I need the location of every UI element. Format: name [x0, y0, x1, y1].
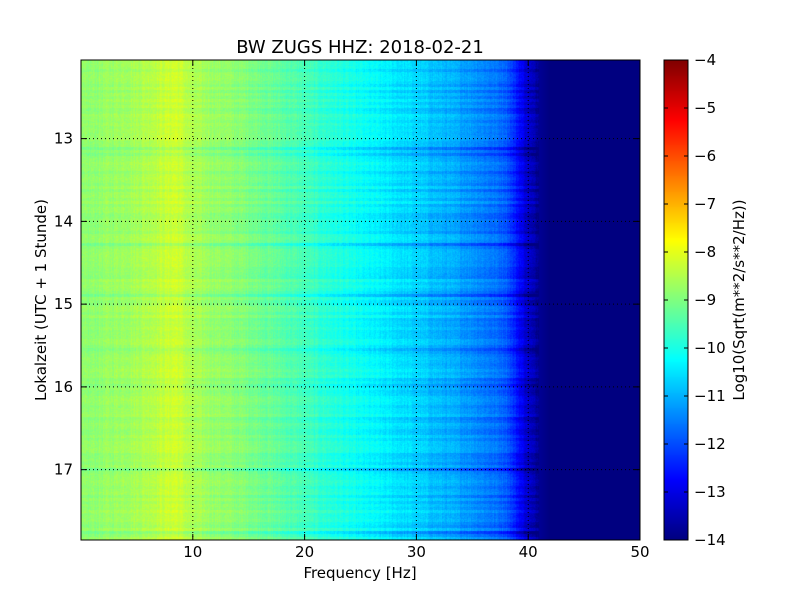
- colorbar-tick-label: −4: [694, 51, 716, 69]
- x-axis-ticks: 10 20 30 40 50: [183, 60, 650, 561]
- colorbar-tick-label: −11: [694, 387, 726, 405]
- colorbar-tick-label: −13: [694, 483, 726, 501]
- colorbar-tick-label: −7: [694, 195, 716, 213]
- y-tick-label: 13: [54, 130, 73, 148]
- spectrogram-heatmap: [81, 60, 640, 540]
- grid-lines: [81, 60, 640, 540]
- colorbar-tick-label: −8: [694, 243, 716, 261]
- y-tick-label: 16: [54, 378, 73, 396]
- x-tick-label: 10: [183, 543, 202, 561]
- y-axis-ticks: 13 14 15 16 17: [54, 130, 640, 479]
- colorbar-label: Log10(Sqrt(m**2/s**2/Hz)): [730, 199, 748, 400]
- colorbar-tick-label: −6: [694, 147, 716, 165]
- colorbar-tick-label: −5: [694, 99, 716, 117]
- plot-frame: [80, 59, 641, 541]
- x-tick-label: 20: [295, 543, 314, 561]
- x-tick-label: 30: [407, 543, 426, 561]
- y-tick-label: 17: [54, 461, 73, 479]
- y-axis-label: Lokalzeit (UTC + 1 Stunde): [32, 199, 50, 401]
- x-tick-label: 50: [630, 543, 649, 561]
- y-tick-label: 15: [54, 295, 73, 313]
- colorbar-tick-label: −9: [694, 291, 716, 309]
- y-tick-label: 14: [54, 212, 73, 230]
- colorbar-ticks: −4 −5 −6 −7 −8 −9 −10 −11 −12 −13 −14: [664, 51, 726, 549]
- x-axis-label: Frequency [Hz]: [303, 564, 416, 582]
- colorbar-tick-label: −14: [694, 531, 726, 549]
- x-tick-label: 40: [519, 543, 538, 561]
- colorbar-tick-label: −10: [694, 339, 726, 357]
- chart-title: BW ZUGS HHZ: 2018-02-21: [236, 37, 484, 58]
- colorbar-tick-label: −12: [694, 435, 726, 453]
